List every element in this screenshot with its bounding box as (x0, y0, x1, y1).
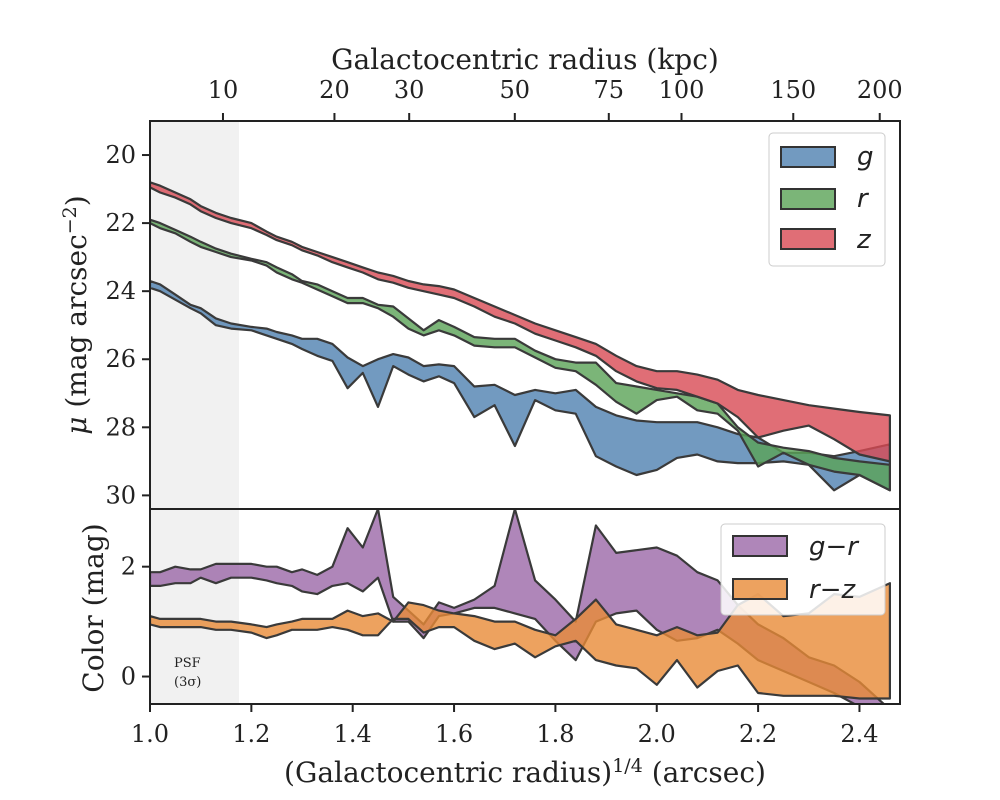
psf-shaded-region-top (150, 121, 239, 509)
bottom-x-tick-label: 1.8 (536, 720, 574, 748)
legend-swatch-g-r (732, 535, 788, 557)
color-panel: 02 1.0 1.2 1.4 1.6 1.8 2.0 2.2 2.4 PSF (3σ) Col… (77, 508, 901, 789)
top-x-tick-label: 75 (594, 76, 625, 104)
legend-label-z: z (856, 225, 872, 255)
top-x-tick-label: 30 (394, 76, 425, 104)
top-y-tick-label: 28 (105, 413, 136, 441)
legend-label-r-z: r−z (809, 575, 856, 605)
top-x-tick-label: 10 (208, 76, 239, 104)
top-x-tick-label: 200 (857, 76, 903, 104)
legend-swatch-r (780, 188, 836, 210)
bottom-x-tick-label: 1.0 (131, 720, 169, 748)
top-y-tick-label: 24 (105, 277, 136, 305)
top-x-tick-label: 150 (770, 76, 816, 104)
top-legend: g r z (768, 132, 886, 267)
bottom-x-tick-label: 2.0 (638, 720, 676, 748)
color-bands (150, 509, 891, 704)
top-y-tick-label: 22 (105, 209, 136, 237)
top-x-tick-label: 100 (659, 76, 705, 104)
psf-annotation-line2: (3σ) (174, 675, 201, 690)
bottom-y-axis-label: Color (mag) (77, 523, 110, 692)
top-y-axis-label: μ (mag arcsec−2) (59, 195, 93, 434)
bottom-x-tick-label: 1.4 (334, 720, 372, 748)
bottom-y-ticks: 02 (121, 553, 150, 691)
top-x-tick-label: 20 (319, 76, 350, 104)
psf-annotation-line1: PSF (174, 656, 201, 671)
band-r-z-1 (150, 582, 891, 700)
legend-swatch-r-z (732, 578, 788, 600)
legend-label-g: g (857, 142, 874, 172)
bottom-x-tick-label: 2.2 (739, 720, 777, 748)
top-axis-label: Galactocentric radius (kpc) (331, 43, 719, 76)
legend-label-g-r: g−r (809, 532, 860, 562)
legend-swatch-z (780, 228, 836, 250)
band-z-2 (150, 181, 891, 463)
bottom-x-ticks: 1.0 1.2 1.4 1.6 1.8 2.0 2.2 2.4 (131, 704, 879, 748)
top-y-tick-label: 30 (105, 481, 136, 509)
surface-brightness-panel: 20 22 24 26 28 30 10 20 30 50 75 100 150 200 Galacto… (59, 43, 903, 510)
band-g-0 (150, 279, 891, 492)
legend-swatch-g (780, 146, 836, 168)
band-r-1 (150, 218, 891, 492)
bottom-y-tick-label: 2 (121, 553, 136, 581)
top-y-tick-label: 26 (105, 345, 136, 373)
psf-shaded-region-bottom (150, 509, 239, 704)
top-y-ticks: 20 22 24 26 28 30 (105, 141, 150, 509)
top-x-tick-label: 50 (500, 76, 531, 104)
surface-brightness-bands (150, 181, 891, 492)
bottom-x-tick-label: 2.4 (840, 720, 878, 748)
top-y-tick-label: 20 (105, 141, 136, 169)
bottom-y-tick-label: 0 (121, 663, 136, 691)
bottom-panel-frame (149, 508, 901, 705)
bottom-legend: g−r r−z (720, 523, 886, 616)
bottom-x-tick-label: 1.2 (232, 720, 270, 748)
band-g-r-0 (150, 509, 886, 704)
bottom-x-axis-label: (Galactocentric radius)1/4 (arcsec) (284, 755, 766, 789)
bottom-x-tick-label: 1.6 (435, 720, 473, 748)
top-x-ticks-kpc: 10 20 30 50 75 100 150 200 (208, 76, 903, 121)
legend-label-r: r (857, 184, 870, 214)
